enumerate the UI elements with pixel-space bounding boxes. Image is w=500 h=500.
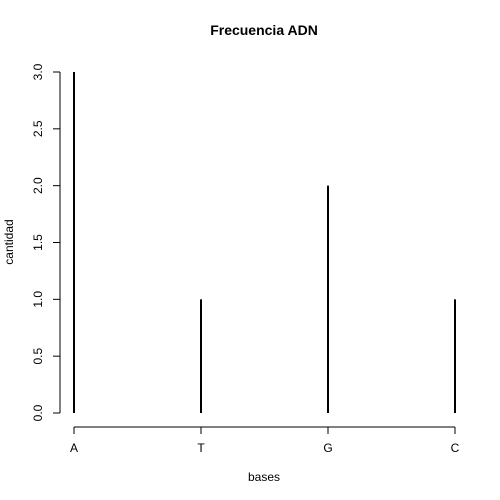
y-ticks-group: 0.0 0.5 1.0 1.5 2.0 2.5 3.0 xyxy=(31,63,60,421)
y-axis-label: cantidad xyxy=(2,219,16,264)
chart-title: Frecuencia ADN xyxy=(210,22,318,38)
y-tick-label: 0.0 xyxy=(31,404,45,421)
x-tick-label-T: T xyxy=(197,441,205,455)
y-tick-label: 2.5 xyxy=(31,120,45,137)
y-tick-label: 1.0 xyxy=(31,291,45,308)
x-tick-label-G: G xyxy=(323,441,332,455)
x-axis-label: bases xyxy=(248,470,280,484)
bars-group xyxy=(73,72,456,413)
y-tick-label: 1.5 xyxy=(31,234,45,251)
x-tick-label-C: C xyxy=(451,441,460,455)
y-tick-label: 0.5 xyxy=(31,348,45,365)
y-tick-label: 3.0 xyxy=(31,63,45,80)
y-tick-label: 2.0 xyxy=(31,177,45,194)
x-tick-label-A: A xyxy=(70,441,78,455)
